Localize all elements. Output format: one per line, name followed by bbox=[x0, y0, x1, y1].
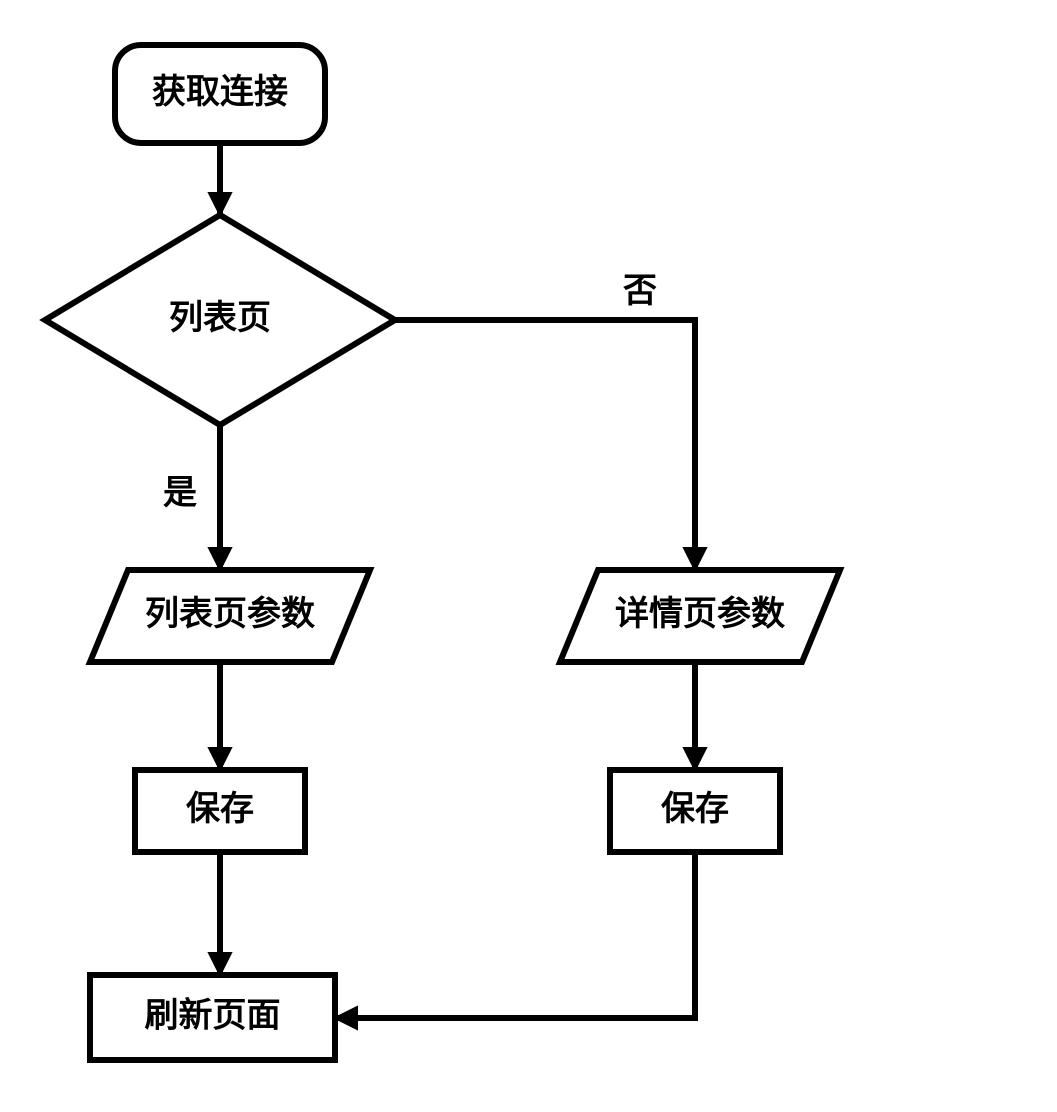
node-label-decision: 列表页 bbox=[169, 299, 271, 337]
edge-saveR-refresh bbox=[337, 852, 695, 1018]
node-label-refresh: 刷新页面 bbox=[145, 996, 281, 1034]
node-label-saveR: 保存 bbox=[661, 790, 729, 828]
edge-decision-detailParam bbox=[395, 320, 695, 568]
node-label-detailParam: 详情页参数 bbox=[615, 595, 785, 633]
node-label-start: 获取连接 bbox=[152, 73, 288, 111]
edge-label-decision-listParam: 是 bbox=[163, 474, 197, 512]
node-label-listParam: 列表页参数 bbox=[145, 595, 315, 633]
node-label-saveL: 保存 bbox=[186, 790, 254, 828]
flowchart-canvas: 是 否 获取连接列表页列表页参数 详情页参数保存 保存刷新页面 bbox=[0, 0, 1057, 1112]
edge-label-decision-detailParam: 否 bbox=[623, 272, 657, 310]
